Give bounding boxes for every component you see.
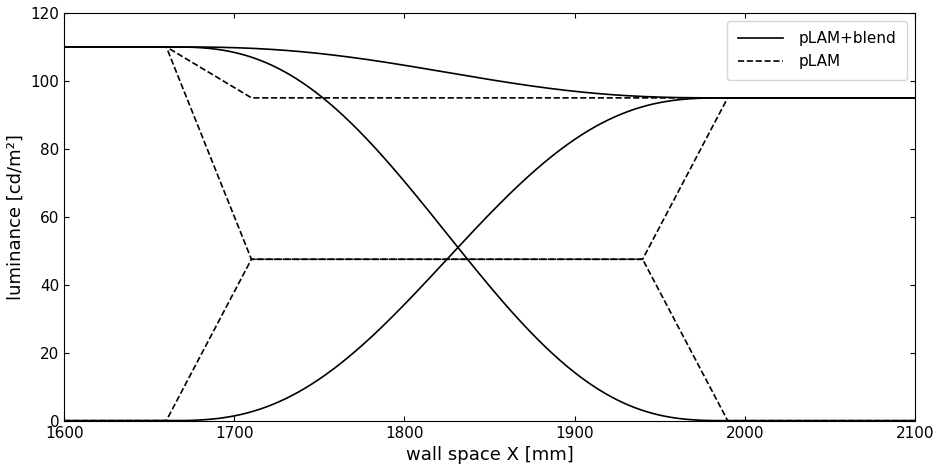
Legend: pLAM+blend, pLAM: pLAM+blend, pLAM	[726, 21, 907, 80]
X-axis label: wall space X [mm]: wall space X [mm]	[406, 446, 573, 464]
Y-axis label: luminance [cd/m²]: luminance [cd/m²]	[7, 134, 25, 300]
